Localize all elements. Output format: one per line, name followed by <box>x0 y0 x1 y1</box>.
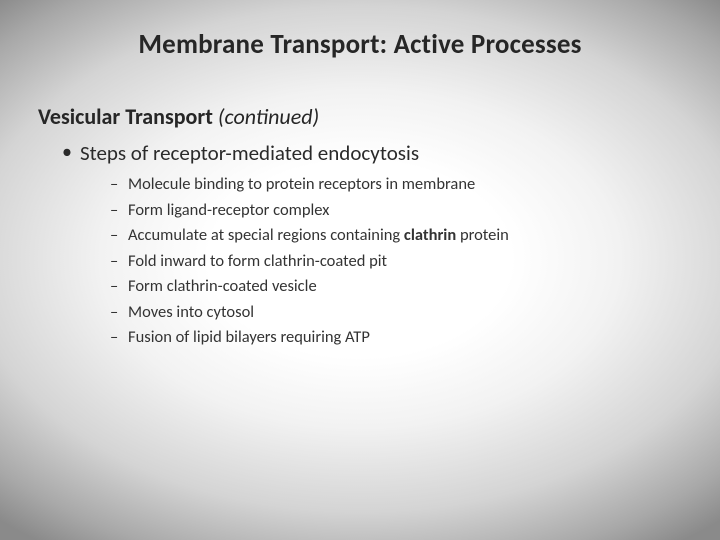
step-item: Form ligand-receptor complex <box>110 198 682 224</box>
subtitle-main: Vesicular Transport <box>38 103 218 130</box>
bullet-list-level2: Molecule binding to protein receptors in… <box>80 172 682 351</box>
step-item: Form clathrin-coated vesicle <box>110 274 682 300</box>
subtitle-continued: (continued) <box>218 103 319 130</box>
slide-title: Membrane Transport: Active Processes <box>38 28 682 61</box>
step-text-part: protein <box>456 225 509 245</box>
step-item: Molecule binding to protein receptors in… <box>110 172 682 198</box>
bullet-list-level1: Steps of receptor-mediated endocytosis M… <box>38 140 682 351</box>
bullet-item: Steps of receptor-mediated endocytosis M… <box>62 140 682 351</box>
slide-container: Membrane Transport: Active Processes Ves… <box>0 0 720 540</box>
slide-subtitle: Vesicular Transport (continued) <box>38 103 682 130</box>
step-item: Accumulate at special regions containing… <box>110 223 682 249</box>
step-keyword: clathrin <box>404 225 456 245</box>
step-item: Moves into cytosol <box>110 300 682 326</box>
step-item: Fusion of lipid bilayers requiring ATP <box>110 325 682 351</box>
step-text-part: Accumulate at special regions containing <box>128 225 404 245</box>
step-item: Fold inward to form clathrin-coated pit <box>110 249 682 275</box>
bullet-text: Steps of receptor-mediated endocytosis <box>80 140 419 166</box>
